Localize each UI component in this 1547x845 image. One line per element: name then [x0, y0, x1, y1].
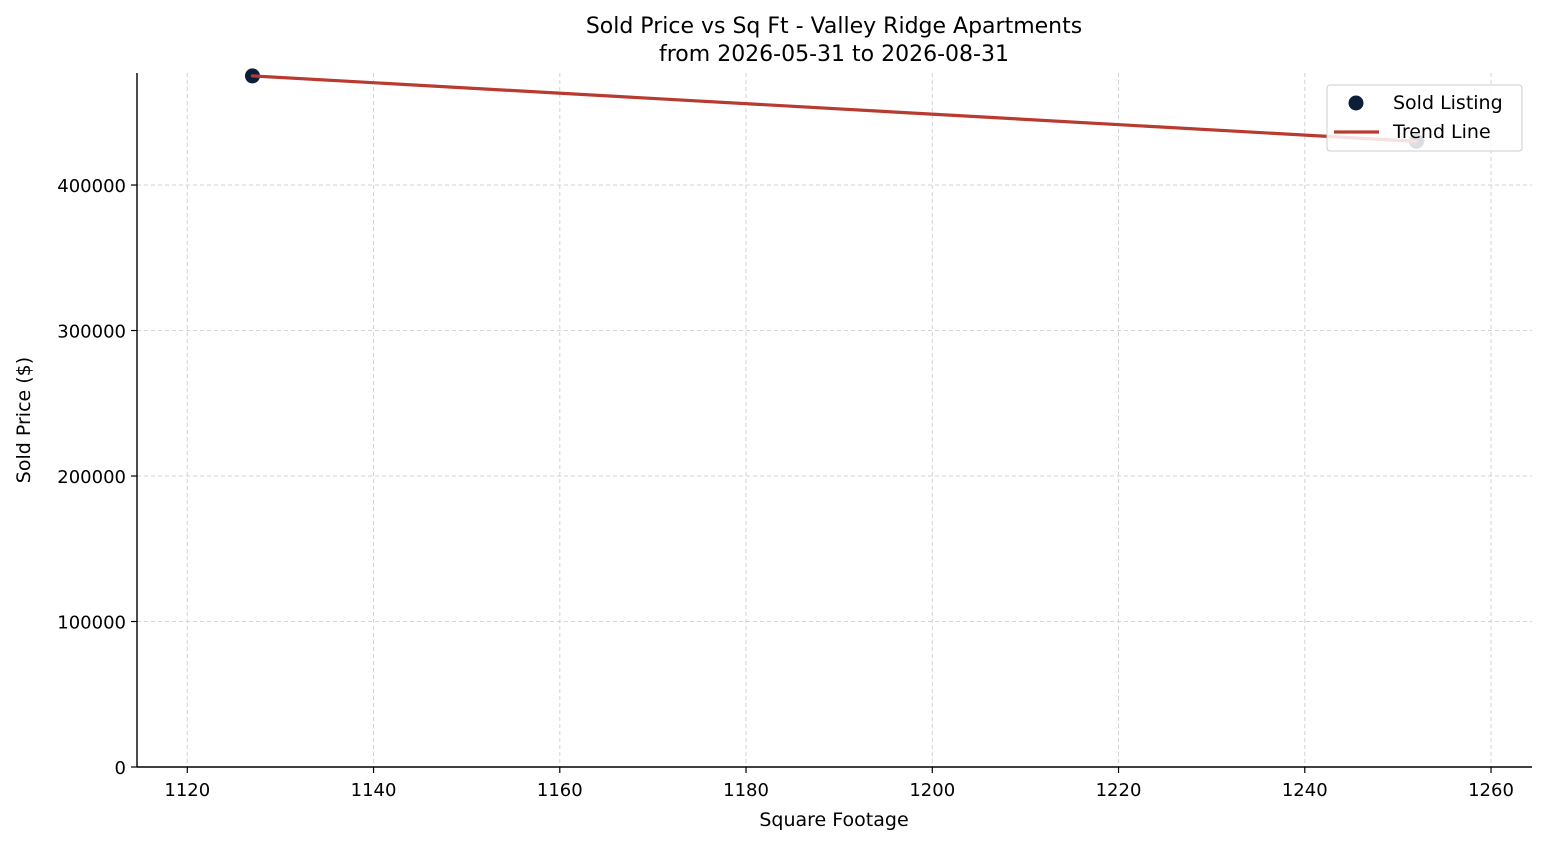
legend-label-trend-line: Trend Line: [1392, 121, 1491, 143]
x-tick-label-4: 1200: [909, 780, 955, 801]
legend-label-sold-listing: Sold Listing: [1393, 92, 1503, 114]
y-tick-label-3: 300000: [57, 322, 126, 343]
legend-frame: [1326, 84, 1523, 152]
chart-subtitle: from 2026-05-31 to 2026-08-31: [659, 42, 1009, 67]
x-tick-label-7: 1260: [1468, 780, 1514, 801]
y-tick-label-0: 0: [115, 758, 126, 779]
x-axis-ticks: 1120 1140 1160 1180 1200 1220 1240 1260: [164, 767, 1514, 801]
x-tick-label-6: 1240: [1282, 780, 1328, 801]
x-axis-label: Square Footage: [759, 809, 908, 831]
x-tick-label-3: 1180: [723, 780, 769, 801]
grid: [137, 73, 1532, 767]
y-axis-ticks: 0 100000 200000 300000 400000: [57, 176, 137, 779]
y-tick-label-1: 100000: [57, 613, 126, 634]
chart-title: Sold Price vs Sq Ft - Valley Ridge Apart…: [586, 14, 1082, 39]
x-tick-label-2: 1160: [537, 780, 583, 801]
x-tick-label-5: 1220: [1096, 780, 1142, 801]
legend-marker-sold-listing: [1348, 95, 1364, 111]
y-axis-label: Sold Price ($): [13, 357, 35, 483]
x-tick-label-1: 1140: [351, 780, 397, 801]
legend: Sold Listing Trend Line: [1326, 84, 1523, 152]
x-tick-label-0: 1120: [164, 780, 210, 801]
y-tick-label-4: 400000: [57, 176, 126, 197]
series-layer: [244, 68, 1425, 149]
trend-line: [250, 74, 1419, 143]
y-tick-label-2: 200000: [57, 467, 126, 488]
